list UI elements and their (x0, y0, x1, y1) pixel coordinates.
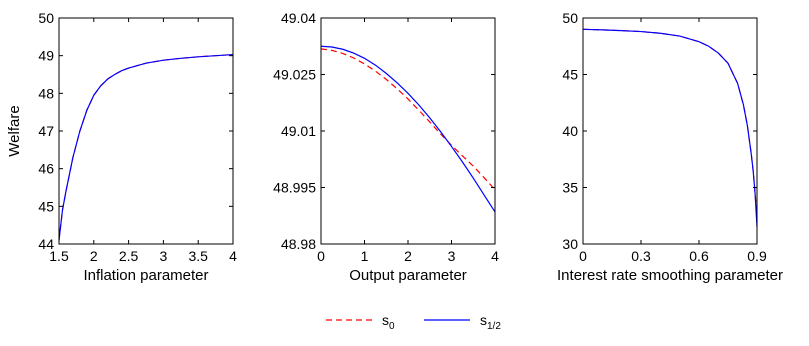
y-axis-label: Welfare (6, 105, 23, 156)
x-tick-label: 2 (404, 248, 412, 264)
x-tick-label: 0.3 (631, 248, 651, 264)
series-line-s0-panel-3 (582, 28, 758, 222)
legend-label-subscript: 1/2 (487, 321, 501, 332)
x-tick-label: 3 (448, 248, 456, 264)
legend-label-base: s (480, 312, 487, 328)
y-tick-label: 46 (38, 161, 54, 177)
y-tick-label: 30 (562, 236, 578, 252)
x-tick-label: 2 (90, 248, 98, 264)
legend-label-s0: s0 (382, 312, 395, 332)
series-line-s0-panel-1 (58, 53, 234, 241)
y-tick-label: 47 (38, 123, 54, 139)
x-tick-label: 3 (160, 248, 168, 264)
x-tick-label: 1 (361, 248, 369, 264)
x-tick-label: 3.5 (188, 248, 208, 264)
x-tick-label: 1.5 (49, 248, 69, 264)
series-line-s_half-panel-1 (58, 53, 234, 241)
y-tick-label: 50 (38, 10, 54, 26)
y-tick-label: 49.04 (281, 10, 316, 26)
y-tick-label: 48.98 (281, 236, 316, 252)
x-tick-label: 0 (579, 248, 587, 264)
x-tick-label: 4 (229, 248, 237, 264)
y-tick-label: 44 (38, 236, 54, 252)
axes-frame-panel-1 (58, 17, 234, 245)
legend-label-base: s (382, 312, 389, 328)
y-tick-label: 40 (562, 123, 578, 139)
legend-label-s_half: s1/2 (480, 312, 501, 332)
y-tick-label: 45 (38, 198, 54, 214)
y-tick-label: 50 (562, 10, 578, 26)
y-tick-label: 48.995 (273, 180, 316, 196)
y-tick-label: 45 (562, 67, 578, 83)
x-axis-label-panel-2: Output parameter (349, 267, 467, 284)
y-tick-label: 49.025 (273, 67, 316, 83)
series-line-s_half-panel-2 (320, 45, 496, 213)
x-tick-label: 0.6 (689, 248, 709, 264)
y-tick-label: 48 (38, 85, 54, 101)
x-axis-label-panel-3: Interest rate smoothing parameter (557, 267, 783, 284)
y-tick-label: 49.01 (281, 123, 316, 139)
axes-frame-panel-3 (582, 17, 758, 245)
series-line-s_half-panel-3 (582, 28, 758, 228)
x-tick-label: 0 (317, 248, 325, 264)
y-tick-label: 49 (38, 48, 54, 64)
legend-label-subscript: 0 (389, 321, 395, 332)
x-tick-label: 0.9 (747, 248, 767, 264)
axes-frame-panel-2 (320, 17, 496, 245)
series-line-s0-panel-2 (320, 48, 496, 191)
y-tick-label: 35 (562, 180, 578, 196)
x-axis-label-panel-1: Inflation parameter (83, 267, 208, 284)
x-tick-label: 4 (491, 248, 499, 264)
x-tick-label: 2.5 (119, 248, 139, 264)
